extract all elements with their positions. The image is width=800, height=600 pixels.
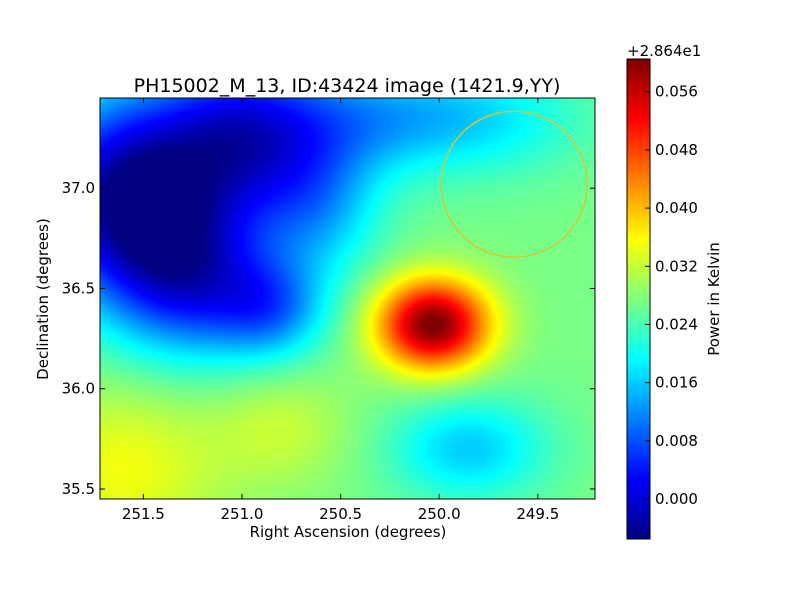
colorbar-tick-label: 0.016	[655, 374, 698, 392]
colorbar-tick-label: 0.048	[655, 141, 698, 159]
x-axis-ticks: 251.5 251.0 250.5 250.0 249.5	[122, 98, 559, 523]
annotation-layer	[440, 110, 588, 258]
heatmap-plot-area	[100, 98, 595, 499]
plot-frame	[99, 97, 596, 500]
colorbar-tick-label: 0.024	[655, 315, 698, 333]
colorbar-tick-label: 0.040	[655, 199, 698, 217]
x-tick-label: 251.0	[221, 505, 264, 523]
y-tick-label: 36.0	[62, 380, 95, 398]
x-tick-label: 250.0	[418, 505, 461, 523]
y-tick-label: 36.5	[62, 279, 95, 297]
chart-title: PH15002_M_13, ID:43424 image (1421.9,YY)	[134, 75, 561, 97]
x-axis-label: Right Ascension (degrees)	[250, 523, 447, 541]
colorbar-tick-label: 0.008	[655, 432, 698, 450]
colorbar-tick-label: 0.000	[655, 490, 698, 508]
colorbar-tick-label: 0.032	[655, 257, 698, 275]
region-circle	[440, 110, 588, 258]
x-tick-label: 250.5	[319, 505, 362, 523]
x-tick-label: 249.5	[516, 505, 559, 523]
colorbar-ticks: 0.000 0.008 0.016 0.024 0.032 0.040 0.048 0.056	[645, 83, 698, 508]
y-axis-ticks: 35.5 36.0 36.5 37.0	[62, 179, 595, 498]
colorbar-label: Power in Kelvin	[705, 242, 723, 356]
y-tick-label: 35.5	[62, 480, 95, 498]
colorbar-offset-label: +2.864e1	[627, 42, 701, 60]
x-tick-label: 251.5	[122, 505, 165, 523]
colorbar: 0.000 0.008 0.016 0.024 0.032 0.040 0.048 0.056	[626, 58, 698, 540]
colorbar-tick-label: 0.056	[655, 83, 698, 101]
colorbar-frame	[626, 58, 651, 540]
y-tick-label: 37.0	[62, 179, 95, 197]
y-axis-label: Declination (degrees)	[34, 218, 52, 380]
